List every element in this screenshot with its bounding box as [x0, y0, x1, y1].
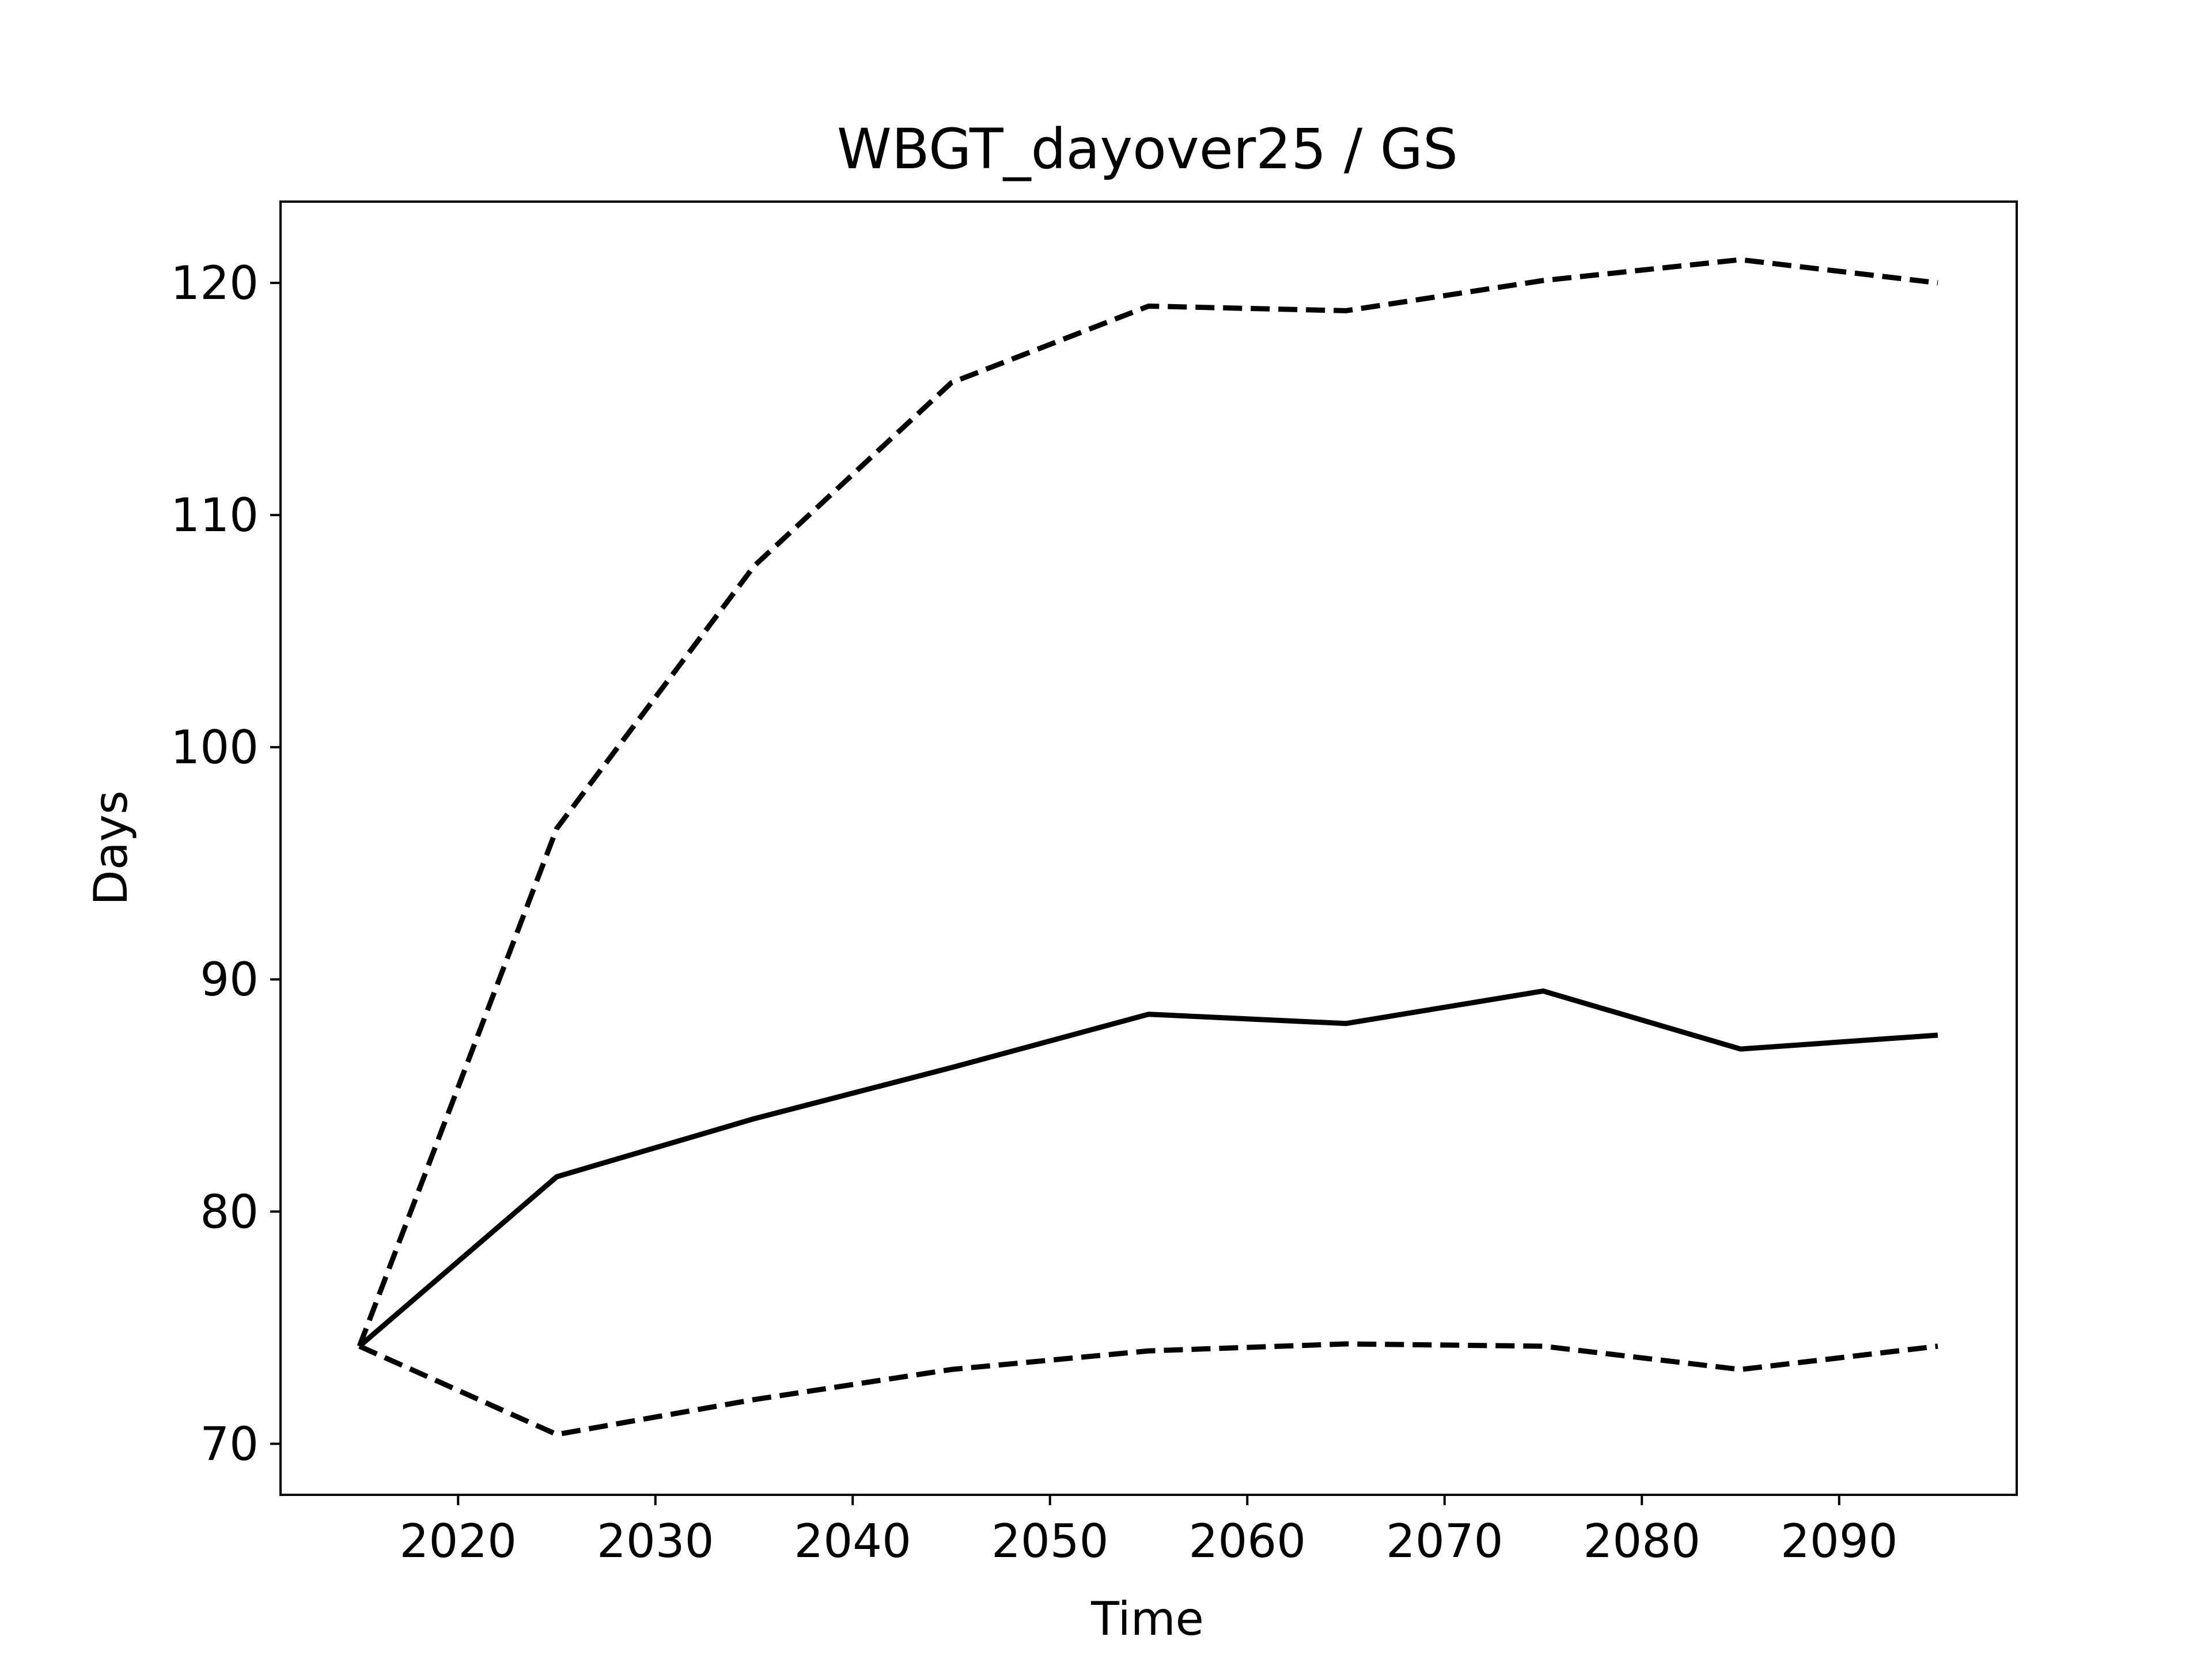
y-tick-label: 110 — [171, 488, 259, 542]
x-tick-label: 2070 — [1386, 1514, 1503, 1568]
y-tick-label: 120 — [171, 256, 259, 310]
x-tick-label: 2080 — [1583, 1514, 1700, 1568]
x-axis-label: Time — [1090, 1592, 1204, 1646]
y-tick-label: 80 — [200, 1185, 259, 1238]
x-tick-label: 2040 — [794, 1514, 911, 1568]
plot-lines — [357, 257, 1938, 1437]
y-axis: 70 80 90 100 110 120 — [171, 256, 281, 1471]
dashed-series-line-1 — [357, 257, 1938, 1347]
x-tick-label: 2090 — [1781, 1514, 1898, 1568]
x-tick-label: 2020 — [399, 1514, 517, 1568]
x-tick-label: 2030 — [597, 1514, 714, 1568]
solid-series-line-0 — [358, 988, 1938, 1349]
x-axis: 2020 2030 2040 2050 2060 2070 2080 2090 — [399, 1495, 1898, 1568]
y-tick-label: 90 — [200, 953, 259, 1006]
dashed-series-line-2 — [358, 1341, 1938, 1437]
x-tick-label: 2050 — [991, 1514, 1109, 1568]
plot-area-frame — [279, 200, 2018, 1496]
y-tick-label: 70 — [200, 1417, 259, 1471]
x-tick-label: 2060 — [1188, 1514, 1306, 1568]
y-axis-label: Days — [84, 790, 138, 906]
y-tick-label: 100 — [171, 721, 259, 774]
chart-title: WBGT_dayover25 / GS — [837, 117, 1458, 181]
